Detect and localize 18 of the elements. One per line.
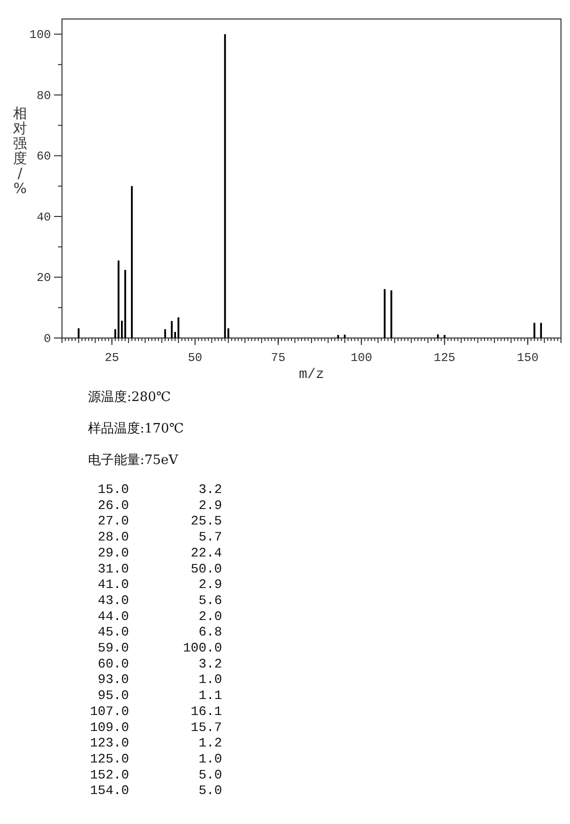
text: 源温度:280℃	[88, 389, 171, 405]
y-tick-label: 60	[36, 150, 51, 164]
text: 样品温度:170℃	[88, 420, 184, 436]
y-tick-label: 0	[44, 332, 51, 346]
x-tick-label: 125	[434, 351, 456, 365]
data-table: 15.0 3.2 26.0 2.9 27.0 25.5 28.0 5.7 29.0 22.4 31.0 50.0 41.0 2.9 43.0 5.6 44.0 2.0 45.0 6.8 59.0 100.0 60.0 3.2 93.0 1.0 95.0 1.1 107.0 16.1 109.0 15.7 123.0 1.2 125.0 1.0 152.0 5.0 154.0 5.0	[90, 482, 222, 798]
x-tick-label: 100	[350, 351, 372, 365]
x-tick-label: 50	[188, 351, 202, 365]
x-axis-title: m/z	[298, 367, 324, 383]
y-tick-label: 100	[29, 28, 51, 42]
y-tick-label: 20	[36, 271, 51, 286]
text: 电子能量:75eV	[88, 453, 179, 468]
y-axis-title: 相对强度/%	[13, 106, 27, 197]
y-tick-label: 80	[36, 88, 51, 103]
x-tick-label: 75	[271, 351, 286, 365]
x-tick-label: 25	[104, 351, 120, 365]
y-tick-label: 40	[36, 210, 51, 224]
x-tick-label: 150	[516, 351, 539, 365]
